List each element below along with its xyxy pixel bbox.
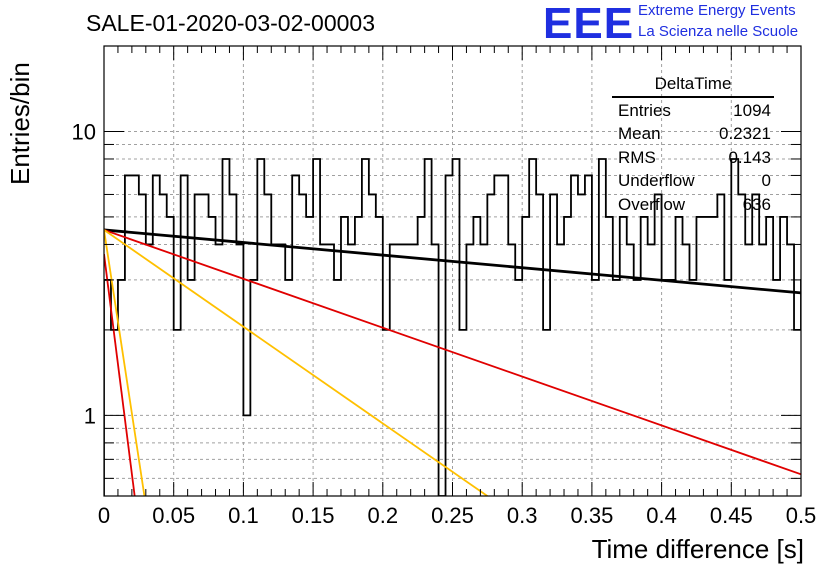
stats-row-overflow: Overflow 636 <box>612 193 774 217</box>
x-tick-label: 0.25 <box>431 503 474 528</box>
x-tick-label: 0.3 <box>507 503 538 528</box>
eee-logo: EEE <box>543 0 635 48</box>
stats-label: Overflow <box>618 194 686 214</box>
fit-line-yellow <box>104 229 146 496</box>
stats-row-underflow: Underflow 0 <box>612 169 774 193</box>
x-tick-label: 0.45 <box>710 503 753 528</box>
stats-box: DeltaTime Entries 1094 Mean 0.2321 RMS 0… <box>612 72 774 216</box>
stats-title: DeltaTime <box>612 72 774 98</box>
stats-row-entries: Entries 1094 <box>612 99 774 123</box>
x-tick-label: 0.1 <box>228 503 259 528</box>
x-tick-label: 0.5 <box>786 503 817 528</box>
fit-line-black <box>104 228 801 295</box>
fit-line-yellow <box>104 229 488 496</box>
logo-text-line1: Extreme Energy Events <box>638 2 796 19</box>
x-tick-label: 0 <box>98 503 110 528</box>
stats-value: 0.143 <box>728 147 771 167</box>
stats-label: Underflow <box>618 171 695 190</box>
x-tick-label: 0.15 <box>292 503 335 528</box>
x-tick-label: 0.2 <box>368 503 399 528</box>
y-axis-label: Entries/bin <box>5 62 35 185</box>
stats-value: 0 <box>761 171 771 190</box>
stats-label: Mean <box>618 124 661 143</box>
stats-row-mean: Mean 0.2321 <box>612 122 774 146</box>
stats-label: Entries <box>618 100 671 120</box>
logo-text-line2: La Scienza nelle Scuole <box>638 23 799 40</box>
x-tick-label: 0.05 <box>152 503 195 528</box>
histogram-bins <box>104 158 801 496</box>
x-tick-label: 0.4 <box>646 503 677 528</box>
fit-line-red <box>104 253 136 496</box>
stats-row-rms: RMS 0.143 <box>612 146 774 170</box>
x-axis-label: Time difference [s] <box>591 534 804 564</box>
histogram-title: SALE-01-2020-03-02-00003 <box>86 10 375 36</box>
stats-value: 1094 <box>733 100 771 120</box>
stats-value: 636 <box>742 194 771 214</box>
y-tick-label: 10 <box>72 119 96 144</box>
stats-label: RMS <box>618 147 656 167</box>
x-tick-label: 0.35 <box>570 503 613 528</box>
fit-line-red <box>104 229 801 476</box>
y-tick-label: 1 <box>84 403 96 428</box>
stats-value: 0.2321 <box>719 124 771 143</box>
